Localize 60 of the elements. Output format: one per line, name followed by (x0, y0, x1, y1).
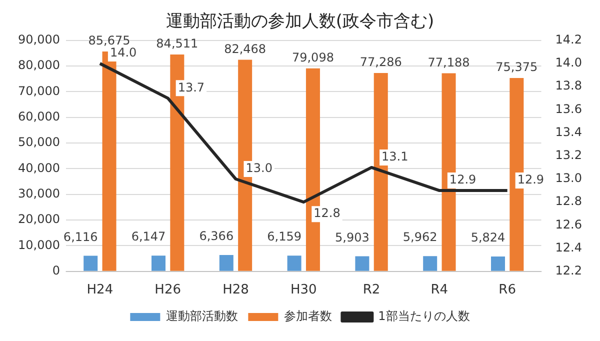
data-label: 14.0 (110, 46, 137, 60)
data-label: 79,098 (292, 50, 334, 65)
bar (490, 256, 505, 271)
x-tick-label: H24 (86, 282, 114, 298)
data-label: 84,511 (156, 36, 198, 51)
data-label: 6,366 (199, 229, 234, 244)
legend-label: 運動部活動数 (166, 309, 238, 324)
data-label: 13.7 (178, 80, 205, 94)
data-label: 6,159 (267, 230, 302, 244)
data-label: 12.9 (449, 172, 476, 187)
bar (423, 256, 438, 271)
y-tick-label: 0 (52, 264, 60, 278)
y-tick-label: 30,000 (18, 186, 60, 201)
y2-tick-label: 14.0 (555, 56, 582, 70)
bar (219, 255, 234, 271)
data-label: 12.9 (517, 172, 544, 187)
y-tick-label: 80,000 (18, 58, 60, 72)
x-tick-label: H28 (222, 282, 249, 298)
data-label: 13.1 (382, 150, 408, 164)
x-tick-label: H30 (290, 282, 317, 298)
data-label: 13.0 (246, 161, 272, 176)
y-tick-label: 90,000 (18, 32, 60, 47)
data-label: 82,468 (224, 42, 266, 56)
y-tick-label: 60,000 (18, 110, 60, 124)
x-tick-label: H26 (154, 282, 181, 298)
data-label: 5,903 (335, 230, 370, 244)
y2-tick-label: 13.6 (555, 102, 582, 116)
data-label: 5,824 (470, 230, 506, 245)
y2-tick-label: 12.2 (555, 264, 582, 278)
y2-tick-label: 13.2 (555, 148, 582, 162)
bar (152, 256, 166, 271)
bar (355, 256, 370, 271)
legend-label: 参加者数 (284, 309, 332, 324)
x-tick-label: R2 (362, 282, 380, 298)
y2-tick-label: 12.6 (555, 217, 582, 232)
data-label: 75,375 (496, 60, 538, 74)
y-tick-label: 50,000 (18, 135, 60, 150)
chart-title: 運動部活動の参加人数(政令市含む) (166, 12, 434, 32)
data-label: 5,962 (402, 230, 438, 244)
y2-tick-label: 13.8 (555, 78, 582, 93)
y2-tick-label: 13.4 (555, 124, 582, 139)
x-tick-label: R4 (430, 282, 448, 298)
data-label: 12.8 (314, 206, 340, 220)
legend-label: 1部当たりの人数 (378, 309, 470, 324)
x-tick-label: R6 (498, 282, 516, 298)
y-tick-label: 10,000 (18, 238, 60, 252)
data-label: 77,188 (428, 55, 470, 70)
data-label: 85,675 (88, 34, 130, 48)
data-label: 6,116 (63, 230, 98, 244)
y-tick-label: 40,000 (18, 160, 60, 175)
y2-tick-label: 12.4 (555, 240, 582, 254)
y2-tick-label: 13.0 (555, 171, 582, 186)
data-label: 6,147 (131, 230, 166, 244)
bar (287, 256, 302, 271)
y-tick-label: 70,000 (18, 84, 60, 98)
data-label: 77,286 (360, 55, 402, 70)
bar (84, 256, 98, 271)
y2-tick-label: 14.2 (555, 32, 582, 47)
y-tick-label: 20,000 (18, 212, 60, 226)
y2-tick-label: 12.8 (555, 194, 582, 208)
